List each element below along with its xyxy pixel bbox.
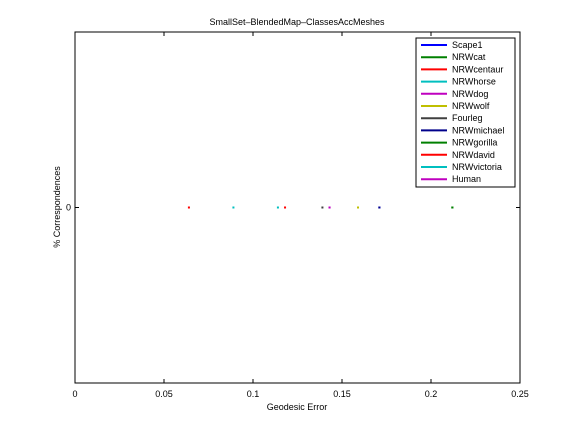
point-nrwwolf	[357, 207, 359, 209]
y-tick-label: 0	[66, 203, 71, 213]
x-tick-label: 0.1	[247, 389, 260, 399]
point-nrwdavid	[188, 207, 190, 209]
point-fourleg	[321, 207, 323, 209]
point-nrwcentaur	[284, 207, 286, 209]
legend-label: NRWvictoria	[452, 162, 502, 172]
point-human	[329, 207, 331, 209]
x-tick-label: 0.15	[333, 389, 351, 399]
point-nrwvictoria	[277, 207, 279, 209]
legend-label: Fourleg	[452, 113, 483, 123]
x-tick-label: 0.25	[511, 389, 529, 399]
x-tick-label: 0	[72, 389, 77, 399]
legend-label: NRWdog	[452, 89, 488, 99]
legend-label: Scape1	[452, 40, 483, 50]
legend-label: NRWcentaur	[452, 64, 503, 74]
point-nrwgorilla	[451, 207, 453, 209]
legend: Scape1 NRWcat NRWcentaur NRWhorse NRWdog NRWw…	[416, 38, 515, 187]
legend-label: NRWgorilla	[452, 138, 497, 148]
y-axis-label: % Correspondences	[52, 166, 62, 248]
point-nrwmichael	[378, 207, 380, 209]
legend-label: NRWcat	[452, 52, 486, 62]
legend-label: NRWmichael	[452, 125, 504, 135]
legend-label: NRWhorse	[452, 77, 496, 87]
legend-label: NRWwolf	[452, 101, 490, 111]
point-nrwhorse	[232, 207, 234, 209]
x-tick-label: 0.2	[425, 389, 438, 399]
x-axis-label: Geodesic Error	[267, 402, 328, 412]
legend-label: NRWdavid	[452, 150, 495, 160]
chart-title: SmallSet–BlendedMap–ClassesAccMeshes	[209, 17, 385, 27]
x-tick-label: 0.05	[155, 389, 173, 399]
legend-label: Human	[452, 174, 481, 184]
